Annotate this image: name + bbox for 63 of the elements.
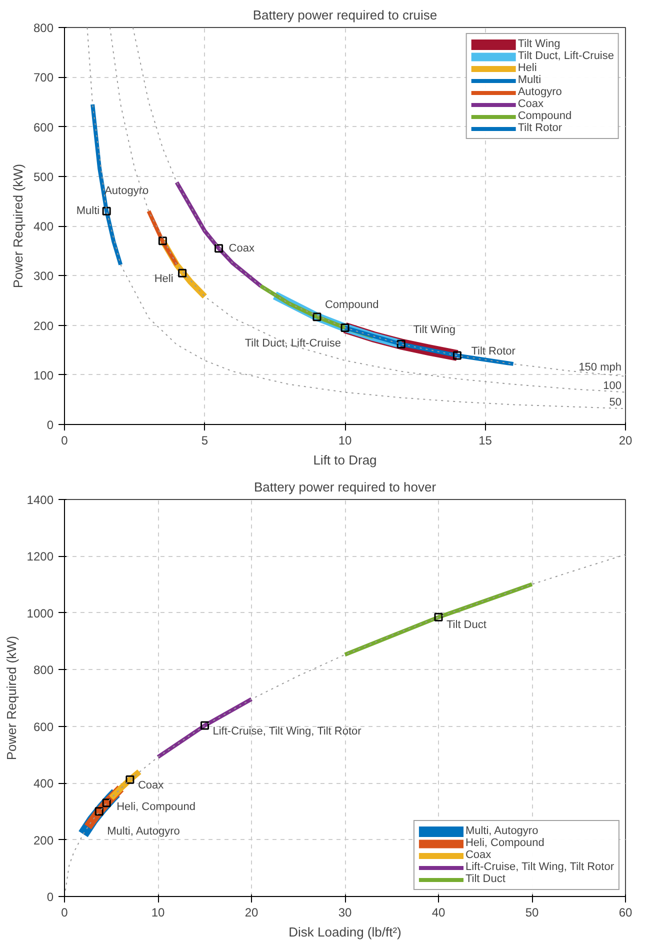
annotation: Lift-Cruise, Tilt Wing, Tilt Rotor [212,726,362,738]
legend-label: Coax [518,98,544,110]
annotation: Multi, Autogyro [107,825,180,838]
y-tick-label: 800 [33,663,54,678]
y-tick-label: 200 [33,318,54,333]
annotation: Compound [324,298,379,311]
y-tick-label: 1000 [26,606,54,620]
x-tick-label: 20 [244,906,258,920]
x-tick-label: 15 [478,434,492,448]
annotation: Tilt Wing [413,324,456,336]
annotation: Heli [154,273,174,286]
x-tick-label: 20 [618,434,632,448]
chart-title: Battery power required to cruise [252,8,438,22]
y-tick-label: 400 [33,776,54,791]
chart-title: Battery power required to hover [254,480,437,494]
legend-label: Tilt Duct, Lift-Cruise [518,50,614,62]
y-tick-label: 300 [33,269,54,284]
legend-label: Lift-Cruise, Tilt Wing, Tilt Rotor [465,861,614,873]
x-tick-label: 50 [525,906,539,920]
x-tick-label: 40 [432,906,446,920]
x-tick-label: 10 [338,434,352,448]
annotation: Tilt Duct, Lift-Cruise [244,338,342,350]
legend-label: Tilt Wing [518,38,560,50]
x-tick-label: 5 [201,434,208,448]
x-tick-label: 0 [61,434,68,448]
y-tick-label: 0 [46,890,54,904]
series-label: 150 mph [578,361,622,374]
y-tick-label: 200 [33,833,54,848]
legend-label: Tilt Duct [465,873,506,885]
x-tick-label: 10 [151,906,165,920]
y-tick-label: 500 [33,170,54,184]
x-axis-title: Disk Loading (lb/ft²) [288,924,402,940]
y-tick-label: 600 [33,120,54,134]
series-label: 50 [609,396,622,409]
annotation: Tilt Rotor [471,346,516,358]
annotation: Coax [228,242,255,254]
legend-label: Heli, Compound [465,837,544,849]
x-tick-label: 30 [338,906,352,920]
y-tick-label: 600 [33,720,54,734]
y-tick-label: 1200 [26,550,54,564]
legend-label: Multi [518,74,542,86]
annotation: Multi [76,205,100,218]
legend-label: Multi, Autogyro [465,825,538,837]
y-tick-label: 400 [33,220,54,234]
legend-label: Compound [518,110,572,122]
y-tick-label: 100 [33,368,54,382]
x-tick-label: 60 [618,906,632,920]
annotation: Heli, Compound [116,800,196,813]
y-tick-label: 0 [46,418,54,432]
y-tick-label: 800 [33,21,54,35]
y-tick-label: 1400 [26,493,54,507]
legend-label: Coax [465,849,492,861]
x-axis-title: Lift to Drag [313,452,377,468]
legend-label: Tilt Rotor [518,122,562,134]
legend-label: Autogyro [518,86,562,98]
annotation: Tilt Duct [446,619,486,632]
legend-label: Heli [518,62,538,74]
series-label: 100 [603,380,622,392]
y-axis-title: Power Required (kW) [10,164,26,288]
y-tick-label: 700 [33,70,54,85]
annotation: Coax [138,780,164,792]
x-tick-label: 0 [61,906,68,920]
y-axis-title: Power Required (kW) [4,636,19,760]
